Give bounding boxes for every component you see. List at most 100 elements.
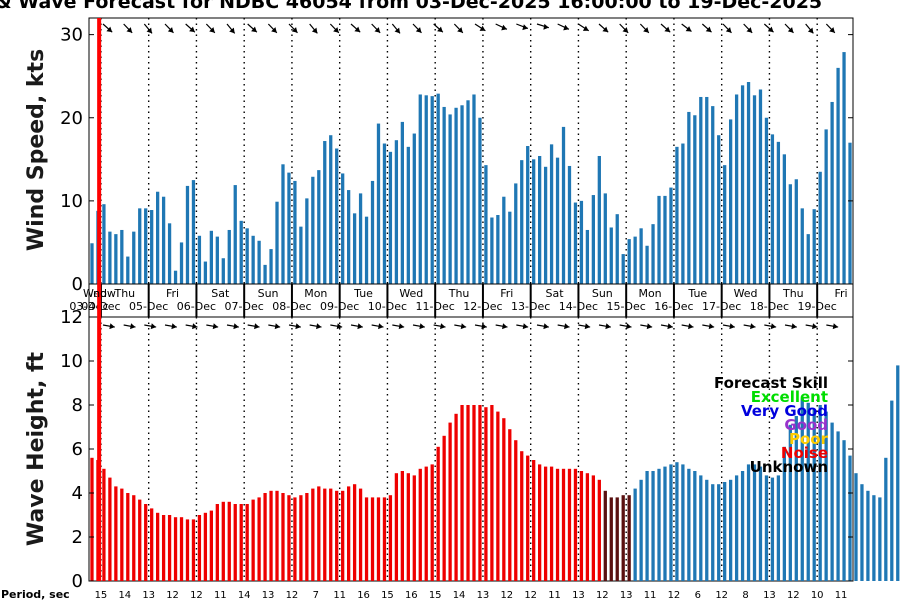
wave-bar — [699, 475, 703, 581]
period-tick: 11 — [644, 590, 657, 600]
wind-bar — [627, 239, 631, 284]
wave-bar — [526, 455, 530, 581]
wind-arrow-head — [767, 26, 774, 33]
wave-bar — [508, 429, 512, 581]
wave-bar — [126, 493, 130, 581]
wave-bar — [144, 504, 148, 581]
wind-bar — [621, 254, 625, 284]
wind-bar — [126, 256, 130, 284]
wind-arrow-head — [479, 25, 486, 31]
wind-arrow-head — [522, 24, 528, 31]
wind-bar — [848, 142, 852, 284]
wave-bar — [376, 497, 381, 581]
wind-bar — [478, 117, 482, 284]
period-ticks: 15 14 13 12 12 11 14 13 12 7 11 16 15 16 15 14 13 12 12 11 1… — [95, 590, 848, 600]
wind-bar — [114, 234, 118, 284]
day-of-week-label: Fri — [835, 287, 848, 300]
wind-bar — [102, 204, 106, 284]
day-of-week-label: Fri — [166, 287, 179, 300]
wind-bar — [496, 215, 500, 284]
wave-bar — [520, 451, 524, 581]
legend-entry: Unknown — [750, 458, 828, 476]
wind-bar — [155, 191, 160, 284]
wind-bar — [514, 183, 518, 284]
wave-bar — [436, 446, 440, 581]
wave-bar — [776, 475, 781, 581]
wind-grid — [100, 18, 818, 284]
wind-arrow-head — [582, 25, 589, 31]
wind-bar — [663, 195, 667, 284]
wave-bar — [734, 475, 739, 581]
wave-bar — [227, 501, 231, 581]
date-label: 10-Dec — [368, 300, 407, 313]
wind-bar — [269, 249, 273, 284]
period-tick: 8 — [742, 590, 748, 600]
wave-arrow-head — [130, 323, 136, 330]
wave-arrow-head — [192, 323, 198, 330]
period-tick: 11 — [835, 590, 848, 600]
day-of-week-label: Sat — [546, 287, 565, 300]
wind-arrow-head — [705, 26, 712, 33]
wave-bar — [412, 475, 416, 581]
wind-bar — [341, 173, 345, 284]
wave-bar — [257, 497, 261, 581]
wave-bar — [645, 471, 649, 581]
wave-bar — [358, 488, 363, 581]
wind-bar — [460, 105, 464, 284]
date-label: 12-Dec — [463, 300, 502, 313]
date-label: 19-Dec — [798, 300, 837, 313]
wave-bar — [263, 493, 267, 581]
wind-bar — [597, 155, 601, 284]
period-label: Period, sec — [1, 588, 70, 600]
legend-title: Forecast Skill — [714, 374, 828, 392]
wave-arrow-head — [295, 323, 301, 330]
wind-bar — [728, 119, 733, 284]
wind-bar — [723, 165, 727, 284]
wind-bar — [537, 155, 542, 284]
wind-bar — [382, 143, 387, 284]
wind-bar — [293, 180, 297, 284]
wind-arrow-head — [787, 27, 794, 33]
wind-bar — [90, 243, 94, 284]
wave-bar — [352, 484, 357, 581]
wind-bar — [645, 245, 649, 284]
day-of-week-label: Mon — [638, 287, 661, 300]
wave-bars — [90, 365, 900, 581]
wave-bar — [591, 475, 596, 581]
wave-y-axis-label: Wave Height, ft — [24, 351, 49, 546]
wind-bar — [830, 101, 834, 284]
legend-entry: Noise — [781, 444, 828, 462]
wave-arrow-head — [750, 323, 756, 330]
wave-bar — [728, 479, 733, 581]
period-tick: 15 — [381, 590, 394, 600]
wind-bar — [764, 117, 769, 284]
wave-bar — [782, 446, 787, 581]
wind-bar — [717, 135, 721, 284]
wind-bar — [191, 180, 196, 284]
wave-bar — [502, 418, 506, 581]
wave-bar — [723, 482, 727, 581]
wind-arrow-head — [664, 26, 671, 33]
wind-arrow-head — [374, 27, 381, 33]
wind-bar — [287, 172, 291, 284]
wind-bar — [150, 210, 154, 284]
day-of-week-label: Sat — [211, 287, 230, 300]
wave-bar — [454, 413, 458, 581]
wave-bar — [788, 424, 792, 581]
wind-bar — [394, 140, 399, 284]
wave-bar — [245, 504, 249, 581]
period-tick: 13 — [763, 590, 776, 600]
wave-y-tick-label: 8 — [72, 395, 83, 416]
wave-bar — [382, 497, 387, 581]
wave-bar — [681, 464, 685, 581]
wind-bar — [215, 236, 219, 284]
day-of-week-label: Tue — [353, 287, 373, 300]
wave-bar — [179, 517, 184, 581]
wave-bar — [794, 416, 798, 581]
day-of-week-label: Fri — [500, 287, 513, 300]
wave-bar — [364, 497, 369, 581]
wave-bar — [878, 497, 882, 581]
wave-bar — [102, 468, 106, 581]
wave-bar — [615, 497, 619, 581]
wind-bar — [609, 227, 613, 284]
